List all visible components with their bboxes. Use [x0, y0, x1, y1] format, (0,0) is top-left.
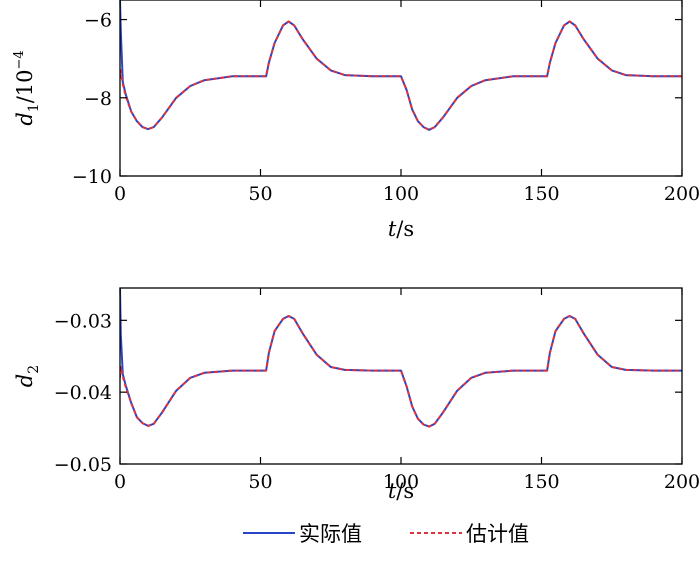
series-line-estimate [120, 20, 682, 131]
x-axis-var: t [388, 217, 397, 241]
legend-label-estimate: 估计值 [466, 522, 529, 546]
series-line-estimate [120, 315, 682, 428]
x-tick-label: 200 [664, 471, 700, 493]
plot-frame [119, 0, 683, 177]
y-tick-label: −0.03 [54, 310, 112, 332]
y-axis-subscript: 1 [26, 103, 42, 112]
x-tick-label: 150 [523, 471, 559, 493]
series-group [120, 288, 682, 428]
y-axis-label: d2 [13, 365, 42, 387]
series-group [120, 0, 682, 131]
x-axis-var: t [388, 479, 397, 503]
y-axis-var: d [13, 112, 37, 125]
x-tick-label: 0 [114, 183, 126, 205]
y-tick-label: −8 [84, 88, 112, 110]
y-axis-var: d [13, 374, 37, 387]
legend: 实际值 估计值 [243, 522, 529, 546]
y-axis-subscript: 2 [26, 365, 42, 374]
x-tick-label: 100 [383, 183, 419, 205]
x-tick-label: 200 [664, 183, 700, 205]
x-tick-label: 0 [114, 471, 126, 493]
x-axis-unit: /s [396, 479, 414, 503]
y-tick-label: −6 [84, 10, 112, 32]
series-line-actual [120, 288, 682, 428]
x-tick-label: 150 [523, 183, 559, 205]
chart-panel-d1: 0 50 100 150 200 −10 −8 −6 t/s d1/10−4 [12, 0, 700, 241]
y-tick-label: −10 [72, 166, 112, 188]
y-axis-unit: /10 [13, 70, 37, 104]
x-axis-label: t/s [388, 479, 414, 503]
legend-label-actual: 实际值 [299, 522, 362, 546]
y-tick-label: −0.04 [54, 382, 112, 404]
y-axis-exponent: −4 [12, 50, 27, 69]
series-line-actual [120, 0, 682, 131]
y-axis-label: d1/10−4 [12, 50, 42, 125]
chart-panel-d2: 0 50 100 150 200 −0.05 −0.04 −0.03 t/s d2 [13, 287, 700, 503]
x-tick-label: 50 [248, 471, 272, 493]
x-tick-label: 50 [248, 183, 272, 205]
x-axis-label: t/s [388, 217, 414, 241]
x-tick-label: 100 [383, 471, 419, 493]
y-tick-label: −0.05 [54, 454, 112, 476]
x-axis-unit: /s [396, 217, 414, 241]
plot-frame [119, 287, 683, 465]
